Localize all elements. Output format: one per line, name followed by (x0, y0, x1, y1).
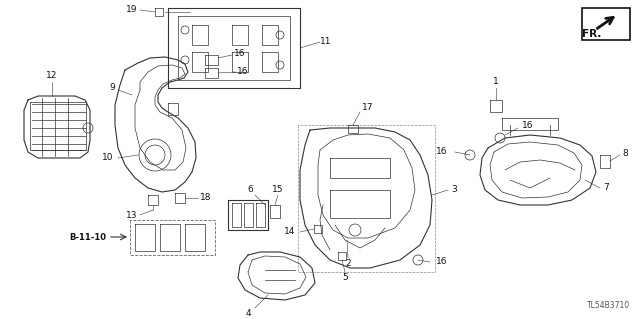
Text: 15: 15 (272, 184, 284, 194)
Text: 16: 16 (522, 121, 534, 130)
Text: 10: 10 (102, 153, 114, 162)
Text: 14: 14 (284, 227, 296, 236)
Text: 5: 5 (342, 273, 348, 283)
Text: 17: 17 (362, 103, 374, 113)
Text: B-11-10: B-11-10 (70, 233, 106, 241)
Text: 1: 1 (493, 78, 499, 86)
Text: 2: 2 (345, 259, 351, 269)
Text: 9: 9 (109, 84, 115, 93)
Text: 16: 16 (436, 257, 448, 266)
Text: 18: 18 (200, 194, 212, 203)
Text: 8: 8 (622, 149, 628, 158)
Text: 4: 4 (245, 308, 251, 317)
Text: 16: 16 (436, 147, 448, 157)
Text: 19: 19 (126, 5, 138, 14)
Text: FR.: FR. (582, 29, 602, 39)
Text: 6: 6 (247, 186, 253, 195)
Bar (582, 8, 630, 40)
Text: TL54B3710: TL54B3710 (587, 301, 630, 310)
Text: 16: 16 (237, 68, 249, 77)
Text: 3: 3 (451, 186, 457, 195)
Text: 11: 11 (320, 38, 332, 47)
Text: 12: 12 (46, 71, 58, 80)
Text: 16: 16 (234, 48, 246, 57)
Text: 7: 7 (603, 183, 609, 192)
Text: 13: 13 (126, 211, 138, 219)
